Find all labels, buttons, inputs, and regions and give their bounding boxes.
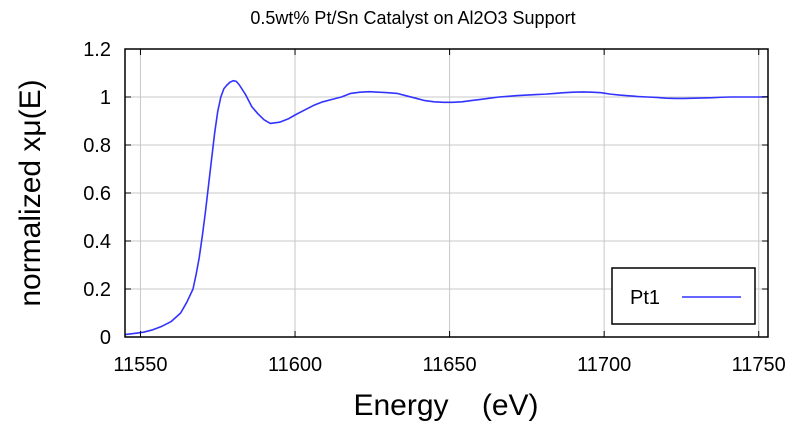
y-tick-label-1: 0.2: [83, 279, 111, 301]
y-tick-label-5: 1: [100, 87, 111, 109]
x-tick-label-4: 11750: [732, 354, 786, 376]
y-axis-label: normalized xμ(E): [14, 79, 47, 306]
y-tick-label-4: 0.8: [83, 135, 111, 157]
y-tick-labels: 0 0.2 0.4 0.6 0.8 1 1.2: [83, 39, 111, 349]
y-tick-label-3: 0.6: [83, 183, 111, 205]
axis-ticks: [125, 48, 768, 338]
y-tick-label-6: 1.2: [83, 39, 111, 61]
series-layer: [124, 79, 769, 336]
x-tick-labels: 11550 11600 11650 11700 11750: [113, 354, 785, 376]
x-axis-label: Energy (eV): [353, 389, 538, 422]
legend: Pt1: [611, 267, 756, 325]
x-tick-label-1: 11600: [268, 354, 322, 376]
series-line-pt1: [124, 79, 769, 336]
legend-box: [611, 267, 756, 325]
x-tick-label-3: 11700: [577, 354, 631, 376]
legend-label-pt1: Pt1: [630, 287, 660, 309]
chart-title: 0.5wt% Pt/Sn Catalyst on Al2O3 Support: [250, 8, 575, 28]
y-tick-label-0: 0: [100, 327, 111, 349]
y-tick-label-2: 0.4: [83, 231, 111, 253]
x-tick-label-2: 11650: [423, 354, 477, 376]
x-tick-label-0: 11550: [113, 354, 167, 376]
